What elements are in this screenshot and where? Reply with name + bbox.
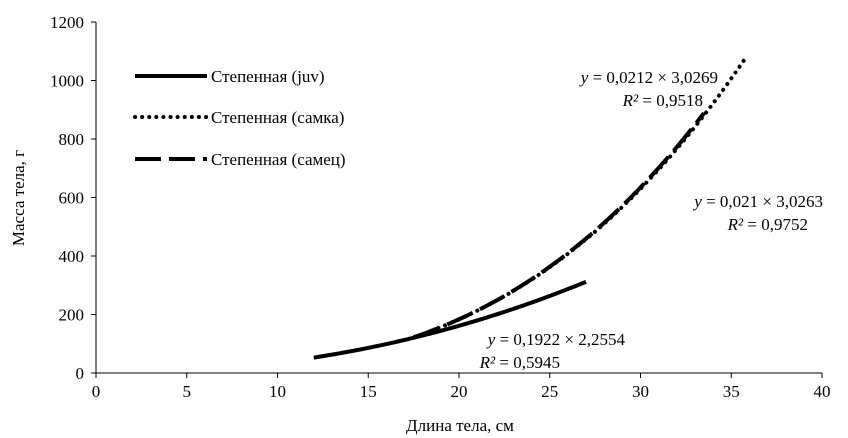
- x-tick-label: 20: [451, 382, 468, 401]
- y-tick-label: 1200: [50, 13, 84, 32]
- series-line-samets: [412, 111, 706, 340]
- x-tick-label: 40: [814, 382, 831, 401]
- y-tick-label: 0: [76, 364, 85, 383]
- x-axis-title: Длина тела, см: [406, 416, 514, 435]
- y-tick-label: 600: [59, 189, 85, 208]
- equation-samka: y = 0,0212 × 3,0269 R² = 0,9518: [579, 68, 718, 110]
- y-tick-label: 400: [59, 247, 85, 266]
- legend-label-juv: Степенная (juv): [211, 67, 325, 86]
- equation-samets-r2: R² = 0,9752: [727, 215, 808, 234]
- equation-samka-formula: y = 0,0212 × 3,0269: [579, 68, 718, 87]
- equation-juv-r2: R² = 0,5945: [479, 353, 560, 372]
- x-tick-label: 5: [183, 382, 192, 401]
- y-tick-label: 1000: [50, 72, 84, 91]
- equation-juv: y = 0,1922 × 2,2554 R² = 0,5945: [479, 330, 626, 372]
- x-tick-label: 0: [92, 382, 101, 401]
- equation-juv-formula: y = 0,1922 × 2,2554: [486, 330, 626, 349]
- series-line-juv: [313, 279, 587, 360]
- x-tick-label: 10: [269, 382, 286, 401]
- y-tick-label: 200: [59, 306, 85, 325]
- equation-samets: y = 0,021 × 3,0263 R² = 0,9752: [692, 192, 823, 234]
- x-tick-label: 35: [723, 382, 740, 401]
- equation-samets-formula: y = 0,021 × 3,0263: [692, 192, 823, 211]
- x-tick-label: 30: [632, 382, 649, 401]
- legend-label-samets: Степенная (самец): [211, 150, 346, 169]
- equation-samka-r2: R² = 0,9518: [622, 91, 703, 110]
- legend: Степенная (juv) Степенная (самка) Степен…: [133, 67, 346, 169]
- y-axis-title: Масса тела, г: [9, 150, 28, 246]
- x-tick-label: 15: [360, 382, 377, 401]
- legend-label-samka: Степенная (самка): [211, 108, 344, 127]
- plot-area: [313, 55, 748, 360]
- x-tick-label: 25: [541, 382, 558, 401]
- y-tick-label: 800: [59, 130, 85, 149]
